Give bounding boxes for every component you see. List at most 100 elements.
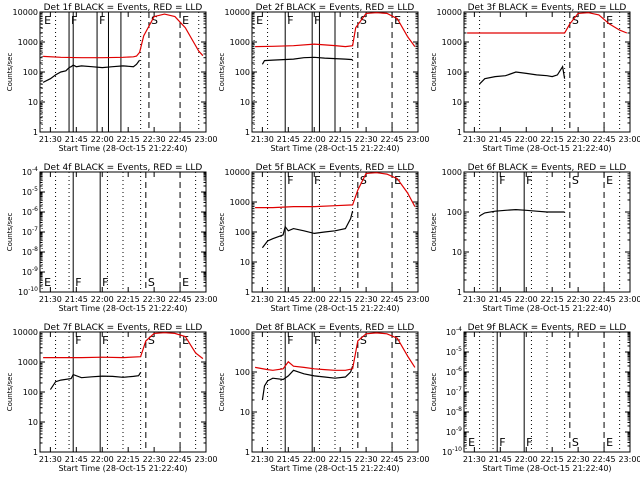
- plot-frame: [39, 11, 207, 133]
- x-tick-label: 22:15: [329, 135, 352, 144]
- x-tick-label: 23:00: [618, 295, 640, 304]
- series-lld: [467, 12, 628, 34]
- y-axis-label: Counts/sec: [6, 213, 14, 252]
- event-marker-label: E: [468, 436, 475, 449]
- x-axis-label: Start Time (28-Oct-15 21:22:40): [482, 304, 611, 313]
- y-axis-label: Counts/sec: [218, 213, 226, 252]
- event-marker-label: E: [606, 174, 613, 187]
- y-tick-label: 100: [235, 228, 250, 237]
- x-tick-label: 22:45: [381, 295, 404, 304]
- x-tick-label: 21:30: [251, 455, 274, 464]
- x-tick-label: 22:30: [355, 135, 378, 144]
- y-tick-label: 1: [245, 128, 250, 137]
- event-marker-label: E: [606, 14, 613, 27]
- panel-det-8: Det 8f BLACK = Events, RED = LLD 1000 100 1…: [218, 323, 430, 473]
- y-axis-label: Counts/sec: [430, 213, 438, 252]
- x-axis-label: Start Time (28-Oct-15 21:22:40): [482, 464, 611, 473]
- x-axis-label: Start Time (28-Oct-15 21:22:40): [58, 304, 187, 313]
- x-tick-label: 22:30: [355, 455, 378, 464]
- series-events: [479, 65, 566, 85]
- y-tick-label: 10: [28, 418, 38, 427]
- x-tick-label: 23:00: [618, 135, 640, 144]
- event-marker-label: F: [314, 334, 320, 347]
- series-events: [261, 210, 354, 249]
- x-tick-label: 22:45: [169, 455, 192, 464]
- event-marker-label: F: [99, 14, 105, 27]
- y-axis-label: Counts/sec: [6, 53, 14, 92]
- x-tick-label: 21:30: [39, 455, 62, 464]
- event-marker-label: F: [102, 276, 108, 289]
- x-axis-label: Start Time (28-Oct-15 21:22:40): [270, 304, 399, 313]
- y-tick-label: 10-6: [446, 366, 462, 377]
- y-tick-label: 1: [245, 288, 250, 297]
- series-events: [42, 59, 141, 83]
- x-tick-label: 22:45: [593, 455, 616, 464]
- y-tick-label: 10000: [13, 328, 38, 337]
- y-tick-label: 10: [452, 248, 462, 257]
- x-tick-label: 23:00: [194, 455, 217, 464]
- panel-det-6: Det 6f BLACK = Events, RED = LLD 1000 100 1…: [430, 163, 640, 313]
- x-tick-label: 21:30: [463, 135, 486, 144]
- y-tick-label: 1: [457, 128, 462, 137]
- y-tick-label: 10-4: [446, 326, 462, 337]
- y-tick-label: 100: [447, 68, 462, 77]
- series-lld: [255, 12, 416, 48]
- panel-det-1: Det 1f BLACK = Events, RED = LLD 10000 100…: [6, 3, 218, 153]
- series-events: [49, 372, 142, 390]
- x-tick-label: 21:45: [65, 295, 88, 304]
- y-tick-label: 10000: [225, 168, 250, 177]
- y-tick-label: 1: [33, 128, 38, 137]
- y-tick-label: 10: [240, 98, 250, 107]
- x-tick-label: 22:15: [117, 135, 140, 144]
- y-tick-label: 100: [235, 368, 250, 377]
- x-tick-label: 22:15: [541, 135, 564, 144]
- series-lld: [43, 13, 204, 59]
- x-axis-label: Start Time (28-Oct-15 21:22:40): [58, 464, 187, 473]
- x-tick-label: 22:45: [169, 135, 192, 144]
- y-tick-label: 10-10: [442, 446, 462, 457]
- event-marker-label: F: [526, 174, 532, 187]
- x-tick-label: 23:00: [618, 455, 640, 464]
- series-events: [261, 366, 354, 401]
- event-marker-label: F: [75, 334, 81, 347]
- x-tick-label: 22:30: [143, 295, 166, 304]
- event-marker-label: S: [360, 334, 367, 347]
- x-tick-label: 22:30: [355, 295, 378, 304]
- x-tick-label: 22:45: [381, 455, 404, 464]
- series-events: [261, 56, 353, 65]
- y-tick-label: 1000: [442, 168, 462, 177]
- y-tick-label: 1000: [230, 198, 250, 207]
- y-tick-label: 10-7: [22, 226, 38, 237]
- event-marker-label: S: [360, 14, 367, 27]
- x-tick-label: 23:00: [194, 295, 217, 304]
- x-tick-label: 22:15: [117, 455, 140, 464]
- event-marker-label: F: [287, 14, 293, 27]
- panel-title: Det 5f BLACK = Events, RED = LLD: [256, 163, 415, 173]
- y-axis-label: Counts/sec: [6, 373, 14, 412]
- event-marker-label: F: [287, 174, 293, 187]
- x-tick-label: 21:30: [463, 455, 486, 464]
- x-tick-label: 22:00: [515, 295, 538, 304]
- y-tick-label: 1: [245, 448, 250, 457]
- y-tick-label: 1000: [230, 38, 250, 47]
- x-tick-label: 23:00: [194, 135, 217, 144]
- x-tick-label: 22:00: [303, 295, 326, 304]
- series-events: [479, 208, 565, 217]
- event-marker-label: F: [71, 14, 77, 27]
- panel-det-5: Det 5f BLACK = Events, RED = LLD 10000 100…: [218, 163, 430, 313]
- x-tick-label: 22:00: [303, 135, 326, 144]
- y-axis-label: Counts/sec: [218, 373, 226, 412]
- x-tick-label: 22:15: [329, 455, 352, 464]
- x-tick-label: 22:00: [91, 295, 114, 304]
- x-tick-label: 22:00: [303, 455, 326, 464]
- event-marker-label: F: [526, 436, 532, 449]
- y-tick-label: 10-7: [446, 386, 462, 397]
- plot-frame: [463, 11, 631, 133]
- panel-title: Det 9f BLACK = Events, RED = LLD: [468, 323, 627, 333]
- x-tick-label: 21:45: [489, 455, 512, 464]
- x-tick-label: 22:00: [515, 455, 538, 464]
- event-marker-label: S: [151, 14, 158, 27]
- event-marker-label: E: [44, 276, 51, 289]
- y-tick-label: 10-8: [22, 246, 38, 257]
- x-tick-label: 21:30: [251, 295, 274, 304]
